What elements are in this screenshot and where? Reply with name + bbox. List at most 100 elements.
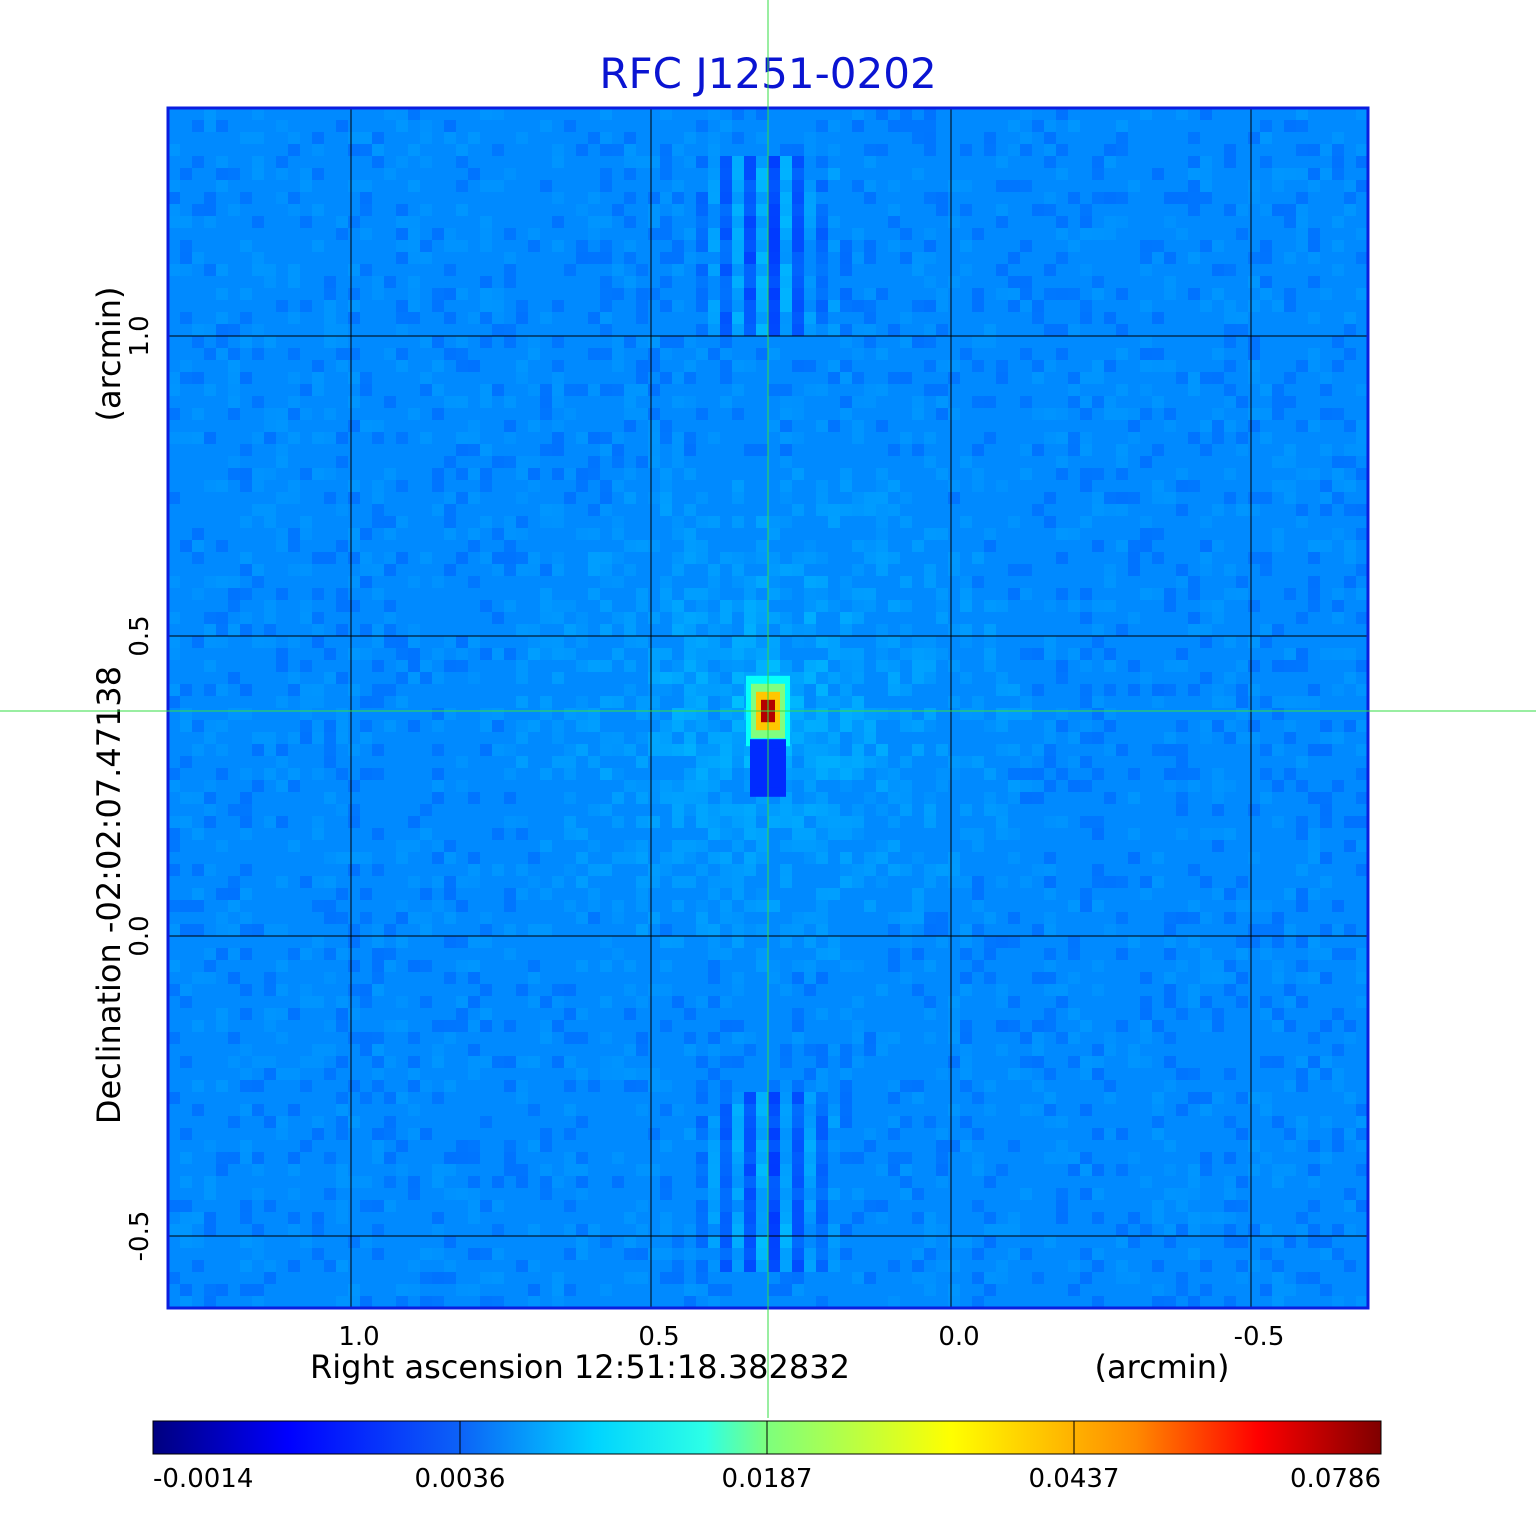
map-pixel bbox=[432, 648, 444, 660]
map-pixel bbox=[1320, 876, 1332, 888]
map-pixel bbox=[864, 708, 876, 720]
map-pixel bbox=[864, 1200, 876, 1212]
map-pixel bbox=[1320, 480, 1332, 492]
map-pixel bbox=[600, 300, 612, 312]
map-pixel bbox=[1344, 1188, 1356, 1200]
map-pixel bbox=[1320, 144, 1332, 156]
map-pixel bbox=[348, 852, 360, 864]
map-pixel bbox=[288, 1104, 300, 1116]
map-pixel bbox=[576, 1164, 588, 1176]
map-pixel bbox=[1068, 948, 1080, 960]
map-pixel bbox=[780, 192, 792, 204]
map-pixel bbox=[1332, 780, 1344, 792]
map-pixel bbox=[792, 828, 804, 840]
map-pixel bbox=[1236, 1200, 1248, 1212]
map-pixel bbox=[240, 792, 252, 804]
map-pixel bbox=[480, 480, 492, 492]
map-pixel bbox=[840, 396, 852, 408]
map-pixel bbox=[840, 360, 852, 372]
map-pixel bbox=[1092, 1260, 1104, 1272]
map-pixel bbox=[636, 600, 648, 612]
map-pixel bbox=[360, 1200, 372, 1212]
map-pixel bbox=[804, 1212, 816, 1224]
map-pixel bbox=[420, 828, 432, 840]
map-pixel bbox=[1104, 744, 1116, 756]
map-pixel bbox=[300, 468, 312, 480]
map-pixel bbox=[1104, 720, 1116, 732]
map-pixel bbox=[780, 804, 792, 816]
map-pixel bbox=[1068, 1284, 1080, 1296]
map-pixel bbox=[1332, 948, 1344, 960]
map-pixel bbox=[960, 1068, 972, 1080]
map-pixel bbox=[1224, 312, 1236, 324]
map-pixel bbox=[1260, 204, 1272, 216]
map-pixel bbox=[696, 1092, 708, 1104]
map-pixel bbox=[984, 624, 996, 636]
map-pixel bbox=[636, 1200, 648, 1212]
map-pixel bbox=[1188, 132, 1200, 144]
map-pixel bbox=[552, 156, 564, 168]
map-pixel bbox=[576, 912, 588, 924]
map-pixel bbox=[348, 288, 360, 300]
map-pixel bbox=[228, 624, 240, 636]
map-pixel bbox=[168, 1224, 180, 1236]
map-pixel bbox=[1116, 1020, 1128, 1032]
map-pixel bbox=[684, 132, 696, 144]
map-pixel bbox=[1260, 1104, 1272, 1116]
map-pixel bbox=[708, 744, 720, 756]
map-pixel bbox=[924, 276, 936, 288]
map-pixel bbox=[1248, 936, 1260, 948]
map-pixel bbox=[960, 588, 972, 600]
map-pixel bbox=[1188, 588, 1200, 600]
map-pixel bbox=[936, 588, 948, 600]
map-pixel bbox=[180, 720, 192, 732]
map-pixel bbox=[804, 1140, 816, 1152]
map-pixel bbox=[612, 264, 624, 276]
map-pixel bbox=[996, 936, 1008, 948]
map-pixel bbox=[408, 1284, 420, 1296]
map-pixel bbox=[204, 348, 216, 360]
map-pixel bbox=[816, 180, 828, 192]
map-pixel bbox=[732, 1248, 744, 1260]
map-pixel bbox=[948, 876, 960, 888]
map-pixel bbox=[396, 360, 408, 372]
map-pixel bbox=[1320, 852, 1332, 864]
map-pixel bbox=[228, 1032, 240, 1044]
map-pixel bbox=[480, 552, 492, 564]
map-pixel bbox=[756, 300, 768, 312]
map-pixel bbox=[1200, 1020, 1212, 1032]
map-pixel bbox=[1332, 144, 1344, 156]
map-pixel bbox=[660, 960, 672, 972]
map-pixel bbox=[456, 336, 468, 348]
map-pixel bbox=[1296, 192, 1308, 204]
map-pixel bbox=[660, 1176, 672, 1188]
map-pixel bbox=[888, 480, 900, 492]
map-pixel bbox=[732, 492, 744, 504]
map-pixel bbox=[576, 612, 588, 624]
map-pixel bbox=[528, 876, 540, 888]
map-pixel bbox=[1308, 1176, 1320, 1188]
map-pixel bbox=[420, 252, 432, 264]
map-pixel bbox=[732, 756, 744, 768]
map-pixel bbox=[804, 972, 816, 984]
map-pixel bbox=[780, 624, 792, 636]
map-pixel bbox=[984, 1176, 996, 1188]
map-pixel bbox=[1140, 588, 1152, 600]
map-pixel bbox=[372, 744, 384, 756]
map-pixel bbox=[1104, 792, 1116, 804]
map-pixel bbox=[480, 312, 492, 324]
map-pixel bbox=[204, 108, 216, 120]
map-pixel bbox=[1212, 1092, 1224, 1104]
map-pixel bbox=[1140, 972, 1152, 984]
map-pixel bbox=[876, 540, 888, 552]
map-pixel bbox=[768, 1104, 780, 1116]
map-pixel bbox=[780, 156, 792, 168]
map-pixel bbox=[852, 396, 864, 408]
map-pixel bbox=[456, 660, 468, 672]
map-pixel bbox=[948, 552, 960, 564]
map-pixel bbox=[372, 960, 384, 972]
map-pixel bbox=[1356, 684, 1368, 696]
map-pixel bbox=[744, 1044, 756, 1056]
map-pixel bbox=[948, 1236, 960, 1248]
map-pixel bbox=[612, 576, 624, 588]
